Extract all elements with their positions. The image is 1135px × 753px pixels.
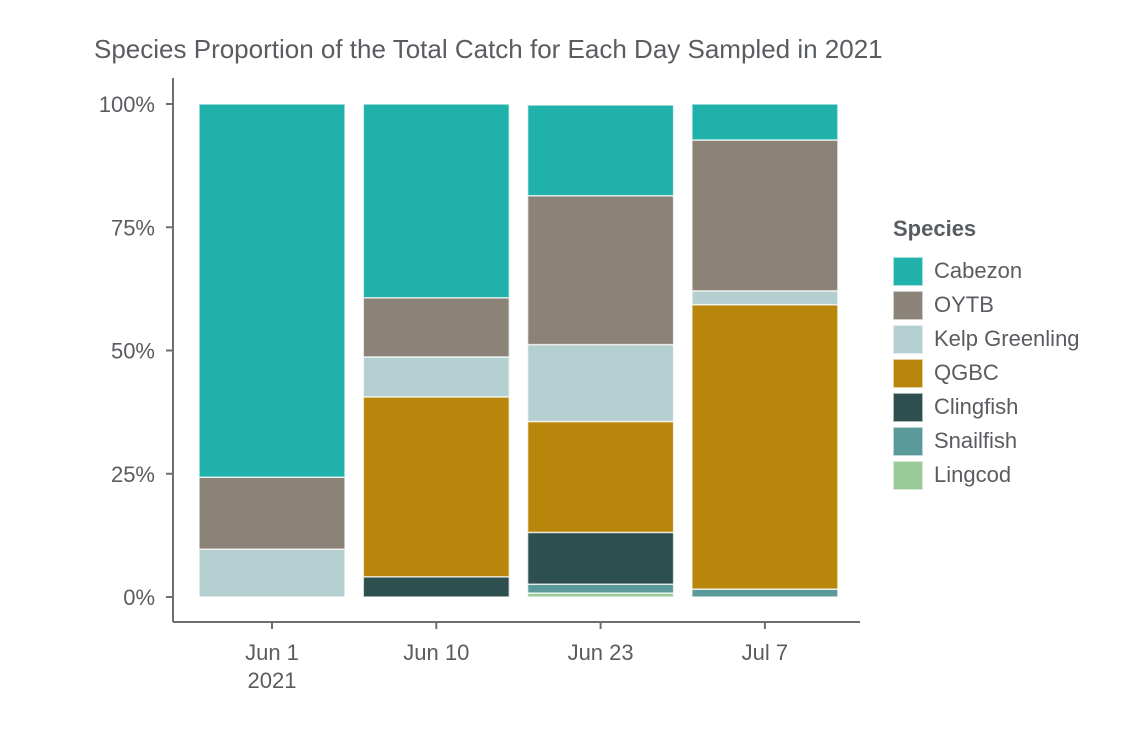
legend-item: Lingcod (893, 458, 1080, 492)
legend-label: Snailfish (934, 428, 1018, 453)
bar-segment-cabezon (526, 104, 675, 197)
legend-item: OYTB (893, 288, 1080, 322)
x-tick-label: Jun 23 (568, 640, 634, 665)
y-tick-label: 75% (111, 215, 155, 240)
bar-segment-qgbc (526, 420, 675, 534)
bar-segment-kelp-greenling (362, 356, 511, 398)
legend-items: Cabezon OYTB Kelp Greenling QGBC Clingfish Sn… (893, 254, 1080, 492)
legend-item: QGBC (893, 356, 1080, 390)
legend-label: Kelp Greenling (934, 326, 1080, 351)
y-tick-label: 25% (111, 462, 155, 487)
legend-item: Cabezon (893, 254, 1080, 288)
bar-segment-oytb (526, 194, 675, 346)
x-tick-label: Jul 7 (742, 640, 788, 665)
legend-swatch (893, 460, 923, 490)
bar-segment-clingfish (362, 576, 511, 598)
bar-segment-kelp-greenling (198, 548, 346, 598)
legend-label: OYTB (934, 292, 994, 317)
x-tick-sublabel: 2021 (248, 668, 297, 693)
legend-swatch (893, 426, 923, 456)
legend-swatch (893, 256, 923, 286)
bar-segment-cabezon (198, 103, 346, 478)
legend-swatch (893, 290, 923, 320)
chart-title: Species Proportion of the Total Catch fo… (94, 34, 883, 64)
bar-segment-qgbc (362, 396, 511, 578)
legend-swatch (893, 392, 923, 422)
legend-label: QGBC (934, 360, 999, 385)
bar-segment-cabezon (362, 103, 511, 299)
bar-segment-oytb (691, 139, 839, 292)
bar-segment-kelp-greenling (691, 290, 839, 306)
y-tick-label: 0% (123, 585, 155, 610)
bar-segment-snailfish (691, 588, 839, 598)
x-tick-label: Jun 10 (403, 640, 469, 665)
legend-item: Kelp Greenling (893, 322, 1080, 356)
bars-group (198, 103, 839, 598)
legend-label: Cabezon (934, 258, 1023, 283)
bar-segment-qgbc (691, 303, 839, 590)
y-tick-label: 100% (99, 92, 155, 117)
bar-segment-snailfish (526, 583, 675, 594)
x-axis-ticks: Jun 1 2021 Jun 10 Jun 23 Jul 7 (245, 622, 788, 693)
bar-segment-cabezon (691, 103, 839, 141)
legend-title: Species (893, 216, 977, 241)
bar-segment-clingfish (526, 531, 675, 585)
legend: Species Cabezon OYTB Kelp Greenling QGBC Cli… (893, 216, 1080, 492)
legend-label: Lingcod (934, 462, 1012, 487)
legend-swatch (893, 324, 923, 354)
y-tick-label: 50% (111, 339, 155, 364)
bar-segment-oytb (198, 476, 346, 550)
bar-segment-kelp-greenling (526, 343, 675, 423)
legend-item: Snailfish (893, 424, 1080, 458)
legend-swatch (893, 358, 923, 388)
x-tick-label: Jun 1 (245, 640, 299, 665)
bar-segment-oytb (362, 296, 511, 358)
y-axis-ticks: 0% 25% 50% 75% 100% (99, 92, 173, 610)
legend-label: Clingfish (934, 394, 1019, 419)
legend-item: Clingfish (893, 390, 1080, 424)
